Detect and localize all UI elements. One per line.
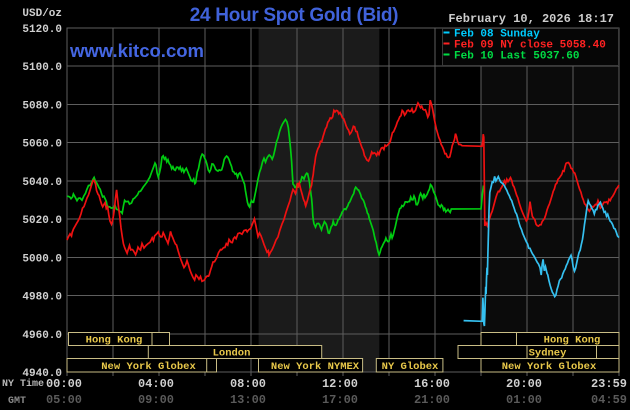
svg-text:5040.0: 5040.0 — [22, 177, 62, 189]
svg-text:5120.0: 5120.0 — [22, 24, 62, 36]
svg-text:Feb 10 Last 5037.60: Feb 10 Last 5037.60 — [454, 51, 579, 63]
svg-text:Feb 08 Sunday: Feb 08 Sunday — [454, 29, 540, 41]
svg-text:www.kitco.com: www.kitco.com — [69, 40, 204, 61]
svg-text:17:00: 17:00 — [322, 393, 358, 407]
svg-text:04:00: 04:00 — [138, 377, 174, 391]
svg-text:20:00: 20:00 — [506, 377, 542, 391]
svg-text:5000.0: 5000.0 — [22, 253, 62, 265]
svg-text:New York NYMEX: New York NYMEX — [271, 361, 360, 373]
svg-text:05:00: 05:00 — [46, 393, 82, 407]
svg-text:24 Hour Spot Gold (Bid): 24 Hour Spot Gold (Bid) — [190, 5, 398, 26]
svg-text:12:00: 12:00 — [322, 377, 358, 391]
svg-text:4980.0: 4980.0 — [22, 292, 62, 304]
svg-text:4960.0: 4960.0 — [22, 330, 62, 342]
svg-text:USD/oz: USD/oz — [22, 8, 62, 20]
svg-text:Hong Kong: Hong Kong — [544, 334, 601, 346]
svg-text:23:59: 23:59 — [591, 377, 627, 391]
svg-text:Hong Kong: Hong Kong — [86, 334, 143, 346]
svg-text:21:00: 21:00 — [414, 393, 450, 407]
svg-text:Feb 09 NY close 5058.40: Feb 09 NY close 5058.40 — [454, 40, 606, 52]
svg-text:Sydney: Sydney — [529, 347, 568, 359]
svg-text:GMT: GMT — [8, 396, 26, 407]
svg-text:13:00: 13:00 — [230, 393, 266, 407]
svg-text:4940.0: 4940.0 — [22, 368, 62, 380]
svg-text:5020.0: 5020.0 — [22, 215, 62, 227]
svg-text:February 10, 2026 18:17: February 10, 2026 18:17 — [448, 12, 614, 26]
svg-text:5060.0: 5060.0 — [22, 139, 62, 151]
svg-text:09:00: 09:00 — [138, 393, 174, 407]
svg-text:04:59: 04:59 — [591, 393, 627, 407]
svg-text:5080.0: 5080.0 — [22, 100, 62, 112]
svg-text:00:00: 00:00 — [46, 377, 82, 391]
svg-text:NY Time: NY Time — [2, 378, 44, 390]
svg-text:16:00: 16:00 — [414, 377, 450, 391]
svg-text:5100.0: 5100.0 — [22, 62, 62, 74]
svg-text:01:00: 01:00 — [506, 393, 542, 407]
svg-text:New York Globex: New York Globex — [101, 361, 196, 373]
svg-text:08:00: 08:00 — [230, 377, 266, 391]
svg-text:NY Globex: NY Globex — [382, 361, 439, 373]
svg-text:London: London — [213, 347, 251, 359]
svg-text:New York Globex: New York Globex — [502, 361, 597, 373]
